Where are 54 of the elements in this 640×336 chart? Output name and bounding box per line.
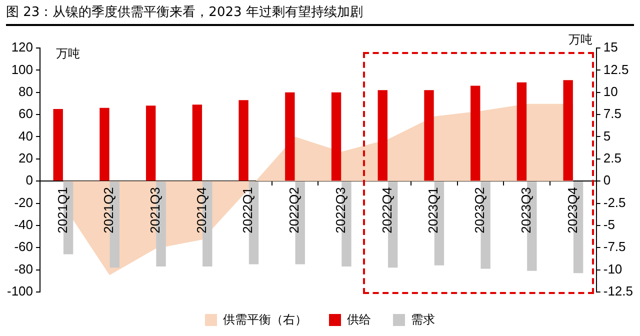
legend-label: 需求 (411, 312, 435, 326)
legend-label: 供给 (347, 312, 371, 326)
bar (378, 90, 388, 181)
x-tick-label: 2023Q2 (472, 187, 488, 234)
bar (470, 86, 480, 181)
bar (100, 108, 110, 181)
y2-tick-label: 5 (603, 128, 611, 144)
y-tick-label: 60 (18, 106, 34, 122)
y-tick-label: 20 (18, 150, 34, 166)
x-tick-label: 2021Q2 (101, 187, 116, 234)
y2-tick-label: -7.5 (603, 239, 626, 254)
bar (331, 92, 342, 181)
y2-tick-label: -12.5 (603, 284, 634, 299)
y-tick-label: -40 (14, 217, 34, 232)
x-tick-label: 2022Q3 (332, 187, 348, 234)
y-axis-title: 万吨 (56, 46, 80, 60)
y-tick-label: -60 (14, 239, 34, 254)
y-tick-label: 40 (18, 128, 34, 144)
chart-title: 图 23：从镍的季度供需平衡来看，2023 年过剩有望持续加剧 (6, 2, 634, 26)
bar (146, 106, 156, 181)
y-tick-label: 120 (11, 40, 34, 55)
y2-tick-label: -10 (603, 261, 622, 276)
x-tick-label: 2021Q4 (194, 187, 209, 234)
y2-tick-label: 0 (603, 172, 611, 188)
y2-axis-title: 万吨 (568, 32, 592, 46)
y2-tick-label: 15 (603, 40, 618, 55)
bar (563, 80, 573, 181)
y-tick-label: -20 (14, 194, 34, 210)
bar (516, 82, 527, 181)
x-tick-label: 2023Q4 (564, 187, 580, 234)
y-tick-label: -100 (6, 284, 34, 299)
y2-tick-label: 7.5 (603, 106, 622, 122)
bar (53, 109, 63, 181)
y2-tick-label: -5 (603, 217, 615, 232)
x-tick-label: 2022Q2 (286, 187, 302, 234)
y2-tick-label: 12.5 (603, 62, 629, 77)
legend-label: 供需平衡（右） (223, 312, 307, 326)
y-tick-label: 0 (26, 172, 34, 188)
x-tick-label: 2022Q1 (240, 187, 256, 234)
x-tick-label: 2023Q1 (426, 187, 441, 234)
x-tick-label: 2021Q3 (148, 187, 163, 234)
y2-tick-label: -2.5 (603, 194, 626, 210)
bar (192, 104, 202, 181)
bar (424, 90, 434, 181)
y2-tick-label: 2.5 (603, 150, 622, 166)
bar (238, 100, 248, 181)
x-tick-label: 2023Q3 (518, 187, 534, 234)
bar (285, 92, 295, 181)
y-tick-label: 100 (11, 62, 34, 77)
y-tick-label: 80 (18, 84, 34, 99)
x-tick-label: 2022Q4 (379, 187, 394, 234)
y-tick-label: -80 (14, 261, 34, 276)
y2-tick-label: 10 (603, 84, 618, 99)
x-tick-label: 2021Q1 (54, 187, 70, 234)
